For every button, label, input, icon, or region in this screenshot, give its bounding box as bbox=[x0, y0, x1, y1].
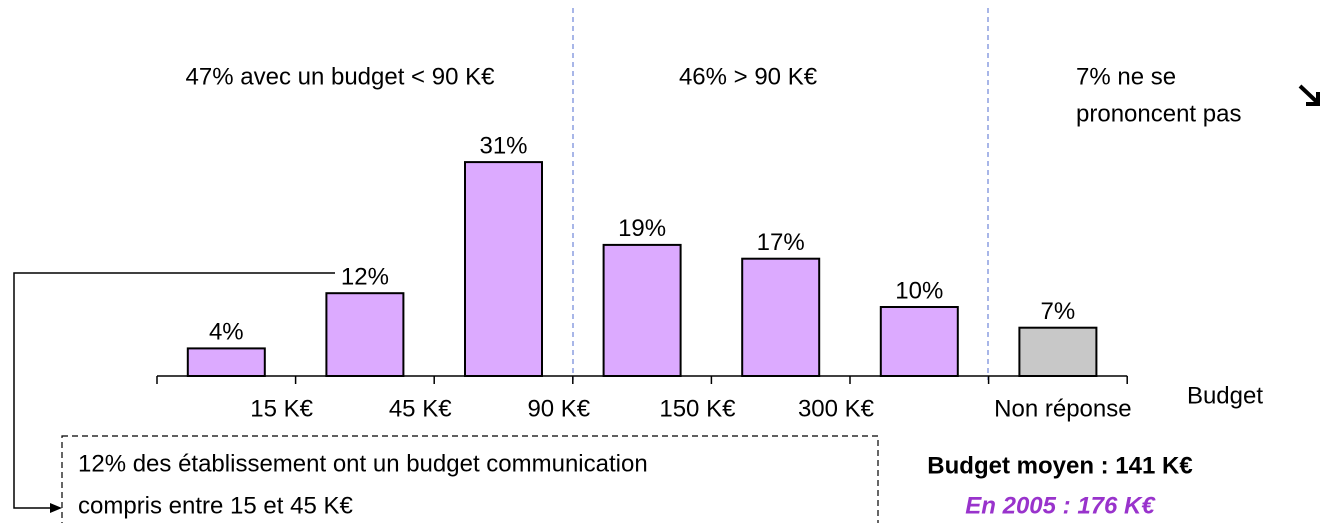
arrowhead bbox=[50, 503, 62, 513]
bar bbox=[602, 243, 682, 377]
x-tick-label: Non réponse bbox=[994, 395, 1131, 422]
callout-text: compris entre 15 et 45 K€ bbox=[78, 492, 353, 519]
value-label: 7% bbox=[1041, 298, 1076, 325]
average: Budget moyen : 141 K€ bbox=[927, 452, 1192, 479]
x-tick-label: 300 K€ bbox=[798, 395, 875, 422]
x-axis-label: Budget bbox=[1187, 382, 1263, 409]
bar bbox=[879, 306, 959, 377]
bar bbox=[186, 347, 266, 377]
connector bbox=[13, 272, 335, 509]
callout-text: 12% des établissement ont un budget comm… bbox=[78, 450, 648, 477]
bar bbox=[741, 257, 821, 378]
segment-label: 7% ne se bbox=[1076, 63, 1176, 90]
bar bbox=[464, 161, 543, 377]
value-label: 17% bbox=[757, 229, 805, 256]
segment-label: 46% > 90 K€ bbox=[679, 63, 818, 90]
bar bbox=[1018, 326, 1098, 378]
value-label: 10% bbox=[895, 277, 943, 304]
x-tick-label: 90 K€ bbox=[527, 395, 590, 422]
arrow-icon bbox=[1298, 84, 1320, 106]
value-label: 19% bbox=[618, 215, 666, 242]
value-label: 12% bbox=[341, 264, 389, 291]
x-tick-label: 45 K€ bbox=[389, 395, 452, 422]
bar bbox=[325, 292, 405, 378]
x-tick-label: 15 K€ bbox=[250, 395, 313, 422]
callout-box bbox=[61, 435, 879, 523]
value-label: 4% bbox=[209, 319, 244, 346]
previous: En 2005 : 176 K€ bbox=[965, 492, 1156, 519]
segment-label: 47% avec un budget < 90 K€ bbox=[186, 63, 496, 90]
segment-label: prononcent pas bbox=[1076, 100, 1241, 127]
value-label: 31% bbox=[479, 132, 527, 159]
x-tick-label: 150 K€ bbox=[659, 395, 736, 422]
